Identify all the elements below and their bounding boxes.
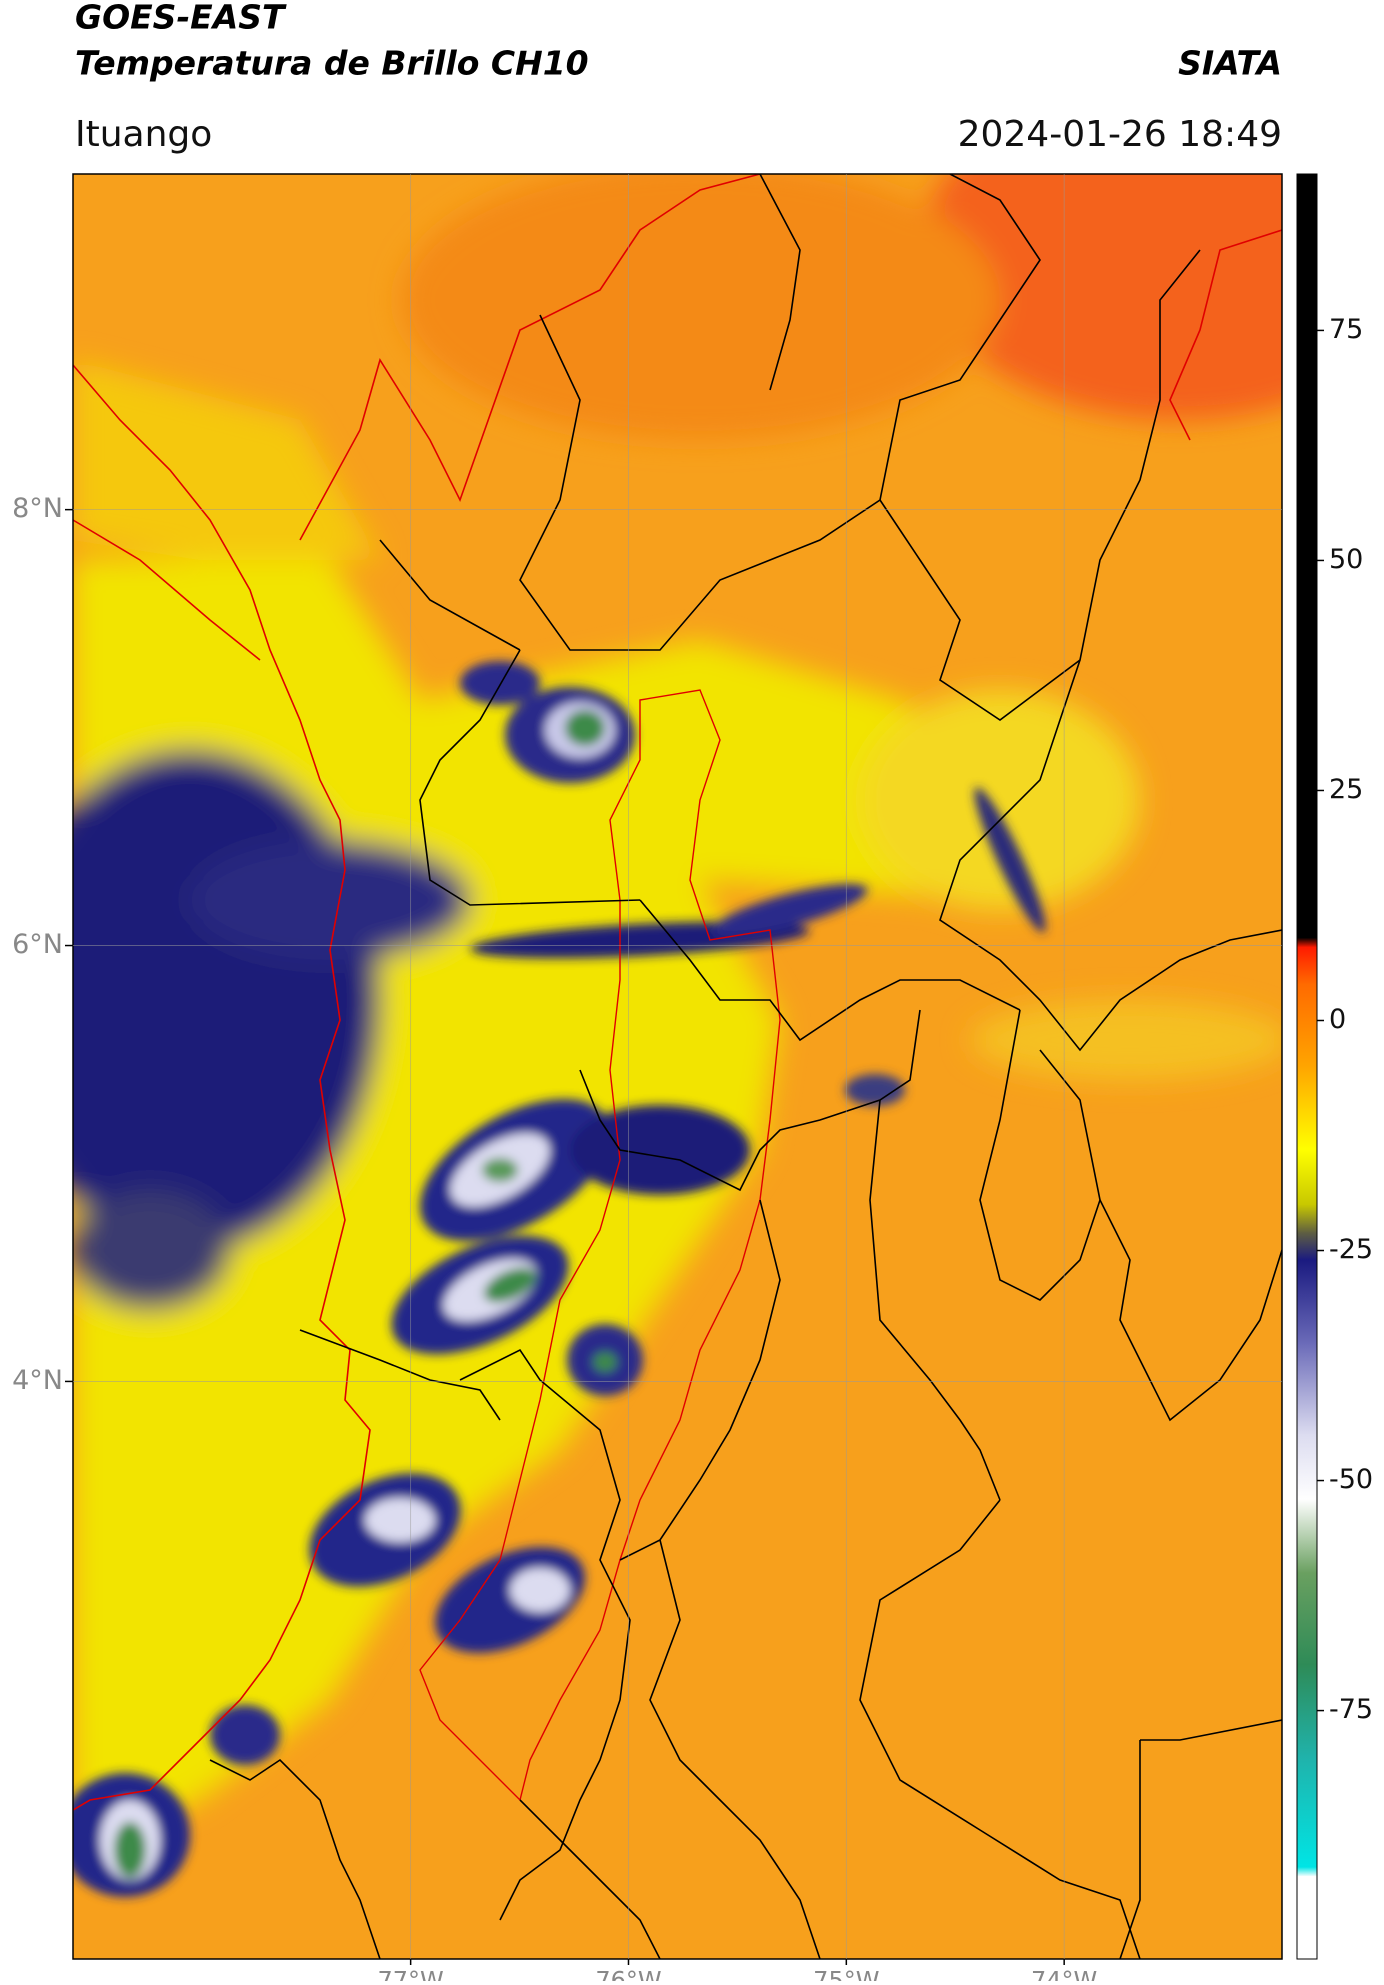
colorbar-segment [1297,1572,1317,1666]
source: SIATA [1178,44,1282,83]
y-tick-label: 6°N [12,929,63,960]
colorbar-segment [1297,1342,1317,1436]
y-tick-label: 8°N [12,493,63,524]
colorbar-segment [1297,946,1317,985]
colorbar-segment [1297,1066,1317,1150]
x-tick-label: 75°W [813,1967,879,1981]
subtitle: Temperatura de Brillo CH10 [75,44,589,83]
colorbar-segment [1297,1204,1317,1233]
colorbar-frame [1296,173,1318,1960]
colorbar-segment [1297,1664,1317,1758]
colorbar-tick-label: 50 [1329,544,1363,575]
admin-borders [209,174,1282,1959]
x-tick-label: 76°W [595,1967,661,1981]
colorbar-segment [1297,1259,1317,1344]
colorbar-tick-label: 75 [1329,314,1363,345]
colorbar-segment [1297,1498,1317,1574]
colorbar-segment [1297,1149,1317,1206]
colorbar-tick-label: -50 [1329,1464,1373,1495]
title: GOES-EAST [75,0,287,37]
colorbar-tick-label: -25 [1329,1234,1373,1265]
colorbar-segment [1297,1434,1317,1500]
colorbar-segment [1297,1866,1317,1877]
colorbar-segment [1297,1756,1317,1868]
colorbar-tick-label: 25 [1329,774,1363,805]
x-tick-label: 77°W [378,1967,444,1981]
colorbar-segment [1297,1232,1317,1261]
colorbar-segment [1297,174,1317,939]
colorbar-tick-label: -75 [1329,1694,1373,1725]
y-tick-label: 4°N [12,1365,63,1396]
satellite-image [73,174,1282,1959]
date: 2024-01-26 18:49 [958,114,1282,155]
colorbar-segment [1297,937,1317,948]
colorbar-tick-label: 0 [1329,1004,1346,1035]
x-tick-label: 74°W [1031,1967,1097,1981]
colorbar-segment [1297,1876,1317,1960]
colorbar-segment [1297,983,1317,1067]
map-frame [72,173,1283,1960]
coastline [73,174,1282,1811]
location: Ituango [75,114,212,155]
